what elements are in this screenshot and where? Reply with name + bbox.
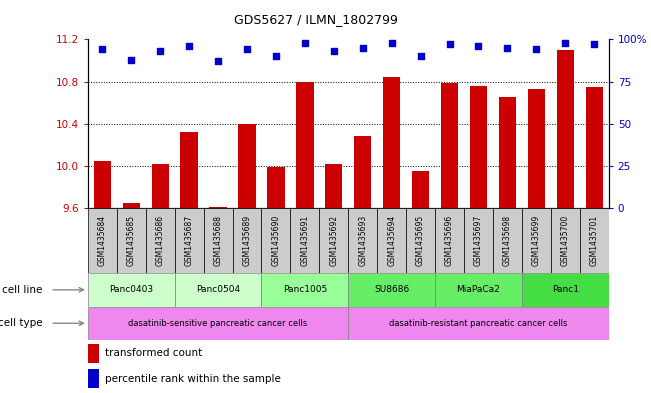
Bar bbox=[268, 167, 284, 208]
Text: GSM1435701: GSM1435701 bbox=[590, 215, 599, 266]
Text: SU8686: SU8686 bbox=[374, 285, 409, 294]
Text: GSM1435695: GSM1435695 bbox=[416, 215, 425, 266]
Bar bbox=[152, 164, 169, 208]
Bar bbox=[290, 208, 320, 273]
Bar bbox=[180, 132, 198, 208]
Bar bbox=[210, 207, 227, 208]
Bar bbox=[348, 208, 377, 273]
Bar bbox=[528, 89, 545, 208]
Text: Panc0403: Panc0403 bbox=[109, 285, 154, 294]
Bar bbox=[383, 77, 400, 208]
Bar bbox=[262, 208, 290, 273]
Bar bbox=[470, 86, 487, 208]
Point bbox=[299, 40, 310, 46]
Bar bbox=[348, 273, 435, 307]
Point bbox=[531, 46, 542, 53]
Point bbox=[357, 44, 368, 51]
Text: GSM1435690: GSM1435690 bbox=[271, 215, 281, 266]
Bar bbox=[146, 208, 174, 273]
Bar bbox=[88, 273, 174, 307]
Text: GSM1435693: GSM1435693 bbox=[358, 215, 367, 266]
Text: GSM1435697: GSM1435697 bbox=[474, 215, 483, 266]
Text: MiaPaCa2: MiaPaCa2 bbox=[456, 285, 501, 294]
Text: GSM1435698: GSM1435698 bbox=[503, 215, 512, 266]
Bar bbox=[580, 208, 609, 273]
Bar bbox=[88, 369, 100, 388]
Text: GSM1435688: GSM1435688 bbox=[214, 215, 223, 266]
Text: cell type: cell type bbox=[0, 318, 42, 328]
Point bbox=[126, 57, 137, 63]
Point bbox=[271, 53, 281, 59]
Point bbox=[415, 53, 426, 59]
Text: GSM1435694: GSM1435694 bbox=[387, 215, 396, 266]
Bar bbox=[296, 81, 314, 208]
Text: GSM1435687: GSM1435687 bbox=[185, 215, 193, 266]
Point bbox=[589, 41, 600, 48]
Text: GSM1435696: GSM1435696 bbox=[445, 215, 454, 266]
Bar bbox=[88, 343, 100, 363]
Bar bbox=[122, 203, 140, 208]
Text: Panc0504: Panc0504 bbox=[196, 285, 240, 294]
Point bbox=[97, 46, 107, 53]
Point bbox=[329, 48, 339, 54]
Text: GSM1435691: GSM1435691 bbox=[300, 215, 309, 266]
Bar bbox=[412, 171, 429, 208]
Bar bbox=[232, 208, 262, 273]
Point bbox=[445, 41, 455, 48]
Text: Panc1005: Panc1005 bbox=[283, 285, 327, 294]
Text: Panc1: Panc1 bbox=[552, 285, 579, 294]
Point bbox=[242, 46, 252, 53]
Text: dasatinib-sensitive pancreatic cancer cells: dasatinib-sensitive pancreatic cancer ce… bbox=[128, 319, 308, 328]
Bar bbox=[522, 273, 609, 307]
Bar bbox=[174, 208, 204, 273]
Bar bbox=[435, 208, 464, 273]
Bar bbox=[557, 50, 574, 208]
Text: GDS5627 / ILMN_1802799: GDS5627 / ILMN_1802799 bbox=[234, 13, 398, 26]
Text: transformed count: transformed count bbox=[105, 348, 202, 358]
Bar bbox=[441, 83, 458, 208]
Bar bbox=[94, 161, 111, 208]
Bar bbox=[262, 273, 348, 307]
Bar bbox=[117, 208, 146, 273]
Bar bbox=[499, 97, 516, 208]
Text: percentile rank within the sample: percentile rank within the sample bbox=[105, 374, 281, 384]
Bar bbox=[174, 273, 262, 307]
Bar bbox=[88, 208, 117, 273]
Bar bbox=[377, 208, 406, 273]
Point bbox=[213, 58, 223, 64]
Bar bbox=[325, 164, 342, 208]
Bar bbox=[493, 208, 522, 273]
Point bbox=[184, 43, 195, 49]
Text: GSM1435684: GSM1435684 bbox=[98, 215, 107, 266]
Bar bbox=[238, 124, 256, 208]
Point bbox=[560, 40, 570, 46]
Text: dasatinib-resistant pancreatic cancer cells: dasatinib-resistant pancreatic cancer ce… bbox=[389, 319, 568, 328]
Point bbox=[473, 43, 484, 49]
Bar bbox=[320, 208, 348, 273]
Bar bbox=[354, 136, 372, 208]
Bar bbox=[551, 208, 580, 273]
Point bbox=[387, 40, 397, 46]
Bar bbox=[585, 87, 603, 208]
Text: cell line: cell line bbox=[2, 285, 42, 295]
Text: GSM1435692: GSM1435692 bbox=[329, 215, 339, 266]
Text: GSM1435685: GSM1435685 bbox=[127, 215, 136, 266]
Text: GSM1435699: GSM1435699 bbox=[532, 215, 541, 266]
Bar bbox=[435, 273, 522, 307]
Text: GSM1435700: GSM1435700 bbox=[561, 215, 570, 266]
Bar bbox=[522, 208, 551, 273]
Bar bbox=[464, 208, 493, 273]
Text: GSM1435689: GSM1435689 bbox=[243, 215, 251, 266]
Text: GSM1435686: GSM1435686 bbox=[156, 215, 165, 266]
Point bbox=[502, 44, 512, 51]
Bar bbox=[88, 307, 348, 340]
Bar bbox=[348, 307, 609, 340]
Bar bbox=[204, 208, 232, 273]
Point bbox=[155, 48, 165, 54]
Bar bbox=[406, 208, 435, 273]
